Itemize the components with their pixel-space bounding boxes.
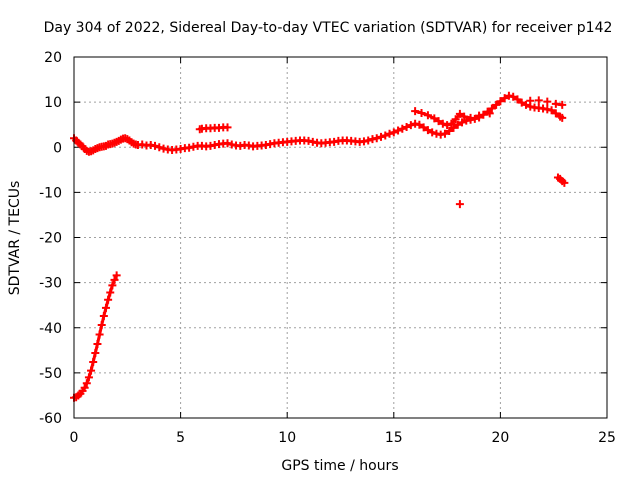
x-tick-label: 10 xyxy=(278,430,296,446)
data-point xyxy=(438,119,447,128)
series-segment-6h xyxy=(195,123,232,134)
grid-lines xyxy=(74,57,607,418)
data-point xyxy=(443,121,452,130)
y-tick-label: -10 xyxy=(39,185,62,201)
data-point xyxy=(460,112,469,121)
data-point xyxy=(475,111,484,120)
data-point xyxy=(419,123,428,132)
data-point xyxy=(458,118,467,127)
data-point xyxy=(496,97,505,106)
y-tick-label: -30 xyxy=(39,276,62,292)
tick-labels: 0 5 10 15 20 25 -60 -50 -40 -30 -20 -10 0 10 20 xyxy=(39,50,616,446)
data-point xyxy=(104,295,113,304)
x-tick-label: 5 xyxy=(176,430,185,446)
data-point xyxy=(500,94,509,103)
series-main-trace xyxy=(70,91,567,156)
data-point xyxy=(423,111,432,120)
data-point xyxy=(551,109,560,118)
data-point xyxy=(455,109,464,118)
y-tick-label: 20 xyxy=(44,50,62,66)
data-point xyxy=(372,134,381,143)
data-point xyxy=(492,100,501,109)
chart-title: Day 304 of 2022, Sidereal Day-to-day VTE… xyxy=(44,20,613,36)
data-point xyxy=(151,141,160,150)
data-point xyxy=(434,117,443,126)
y-tick-label: 10 xyxy=(44,95,62,111)
data-point xyxy=(112,271,121,280)
data-point xyxy=(513,95,522,104)
x-tick-label: 25 xyxy=(598,430,616,446)
y-tick-label: -40 xyxy=(39,321,62,337)
data-point xyxy=(558,100,567,109)
data-point xyxy=(385,129,394,138)
data-point xyxy=(364,136,373,145)
y-tick-label: 0 xyxy=(53,140,62,156)
data-point xyxy=(389,128,398,137)
data-point xyxy=(87,366,96,375)
data-point xyxy=(485,109,494,118)
y-tick-label: -60 xyxy=(39,411,62,427)
data-point xyxy=(91,349,100,358)
data-point xyxy=(445,127,454,136)
y-tick-label: -50 xyxy=(39,366,62,382)
data-point xyxy=(560,178,569,187)
data-point xyxy=(423,126,432,135)
x-tick-label: 0 xyxy=(70,430,79,446)
data-point xyxy=(547,106,556,115)
data-point xyxy=(430,114,439,123)
y-tick-label: -20 xyxy=(39,231,62,247)
data-point xyxy=(411,107,420,116)
data-point xyxy=(509,92,518,101)
data-point xyxy=(534,96,543,105)
data-point xyxy=(517,98,526,107)
data-point xyxy=(95,330,104,339)
data-point xyxy=(543,97,552,106)
series-segment-23h xyxy=(553,173,569,187)
data-point xyxy=(451,115,460,124)
data-point xyxy=(106,288,115,297)
data-point xyxy=(415,120,424,129)
data-point xyxy=(521,100,530,109)
data-point xyxy=(80,383,89,392)
data-point xyxy=(440,129,449,138)
data-point xyxy=(84,373,93,382)
series-steep-rise xyxy=(70,271,121,402)
data-point xyxy=(417,108,426,117)
data-point xyxy=(223,139,232,148)
y-axis-label: SDTVAR / TECUs xyxy=(7,181,23,296)
data-point xyxy=(558,113,567,122)
data-point xyxy=(381,131,390,140)
data-point xyxy=(526,96,535,105)
data-point xyxy=(487,104,496,113)
data-point xyxy=(223,123,232,132)
data-point xyxy=(449,123,458,132)
data-point xyxy=(455,200,464,209)
x-axis-label: GPS time / hours xyxy=(281,458,398,474)
data-point xyxy=(82,379,91,388)
data-point xyxy=(89,358,98,367)
data-point xyxy=(402,122,411,131)
data-point xyxy=(447,119,456,128)
data-point xyxy=(428,128,437,137)
series-outlier-18h xyxy=(455,200,464,209)
data-point xyxy=(93,339,102,348)
x-tick-label: 20 xyxy=(491,430,509,446)
data-point xyxy=(377,132,386,141)
data-point xyxy=(155,143,164,152)
data-point xyxy=(110,275,119,284)
data-points xyxy=(70,91,569,402)
data-point xyxy=(97,321,106,330)
data-point xyxy=(406,121,415,130)
x-tick-label: 15 xyxy=(385,430,403,446)
data-point xyxy=(99,312,108,321)
data-point xyxy=(398,124,407,133)
data-point xyxy=(101,303,110,312)
data-point xyxy=(466,113,475,122)
data-point xyxy=(394,126,403,135)
plot-frame xyxy=(73,56,608,419)
data-point xyxy=(108,281,117,290)
